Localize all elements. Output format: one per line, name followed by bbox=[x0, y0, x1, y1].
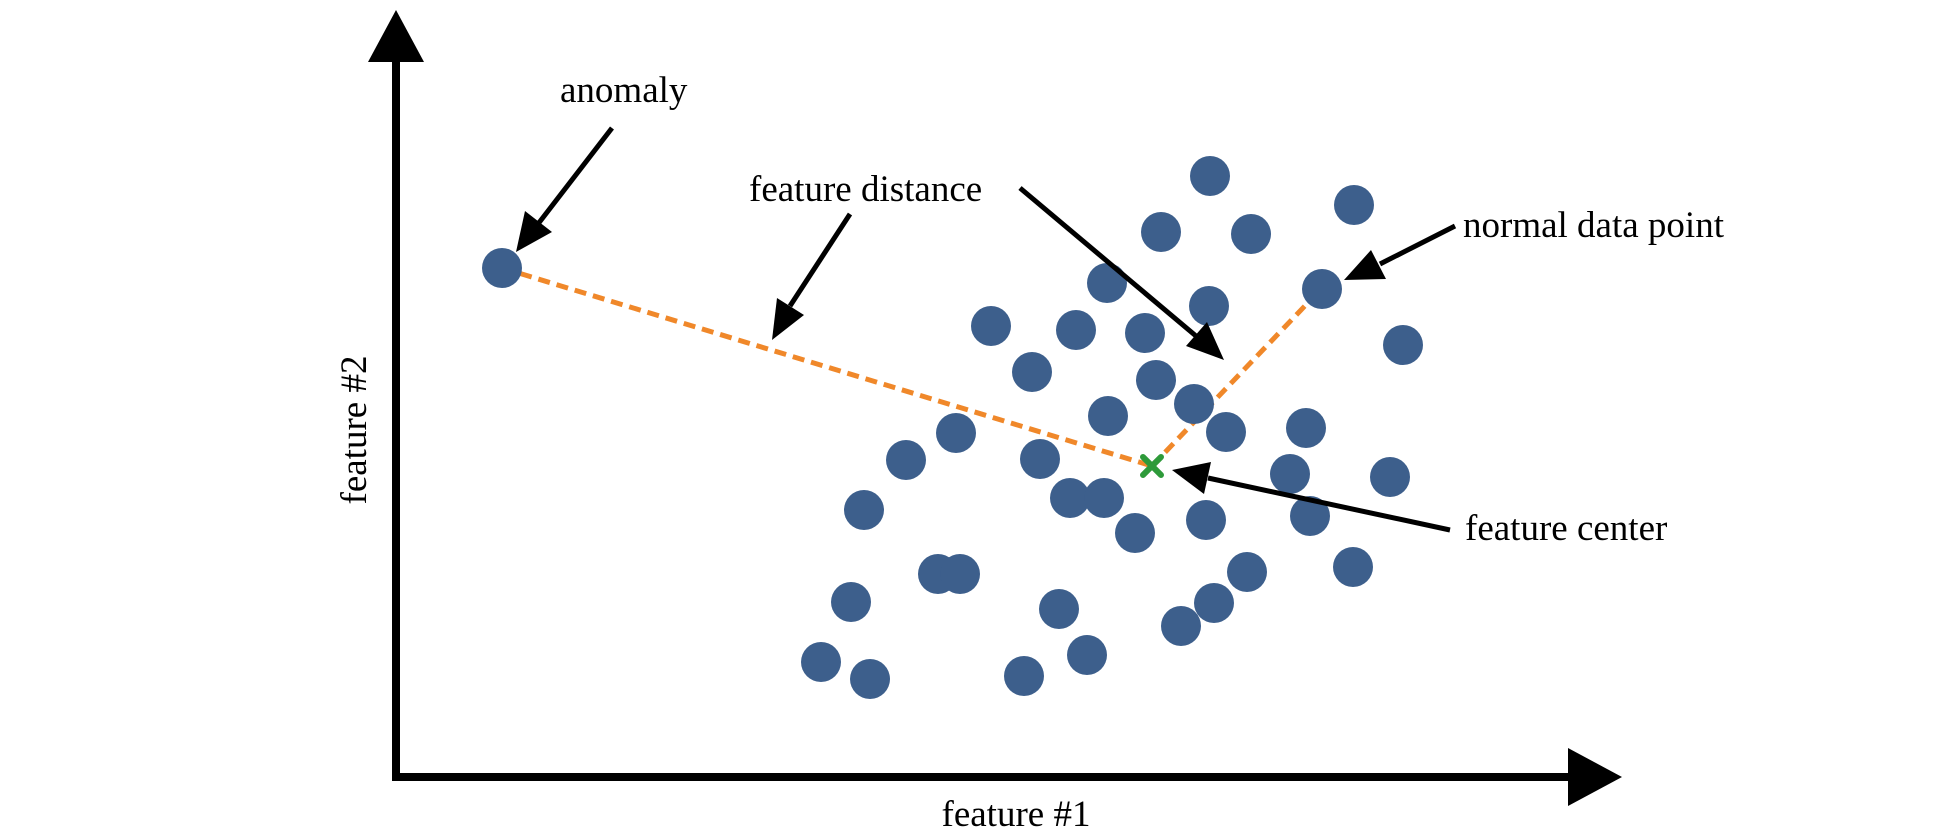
data-point bbox=[1270, 454, 1310, 494]
x-axis-label: feature #1 bbox=[942, 794, 1091, 835]
feature-distance-arrow-right bbox=[1018, 186, 1224, 360]
data-point bbox=[940, 554, 980, 594]
data-point bbox=[1189, 286, 1229, 326]
normal-data-point-arrow bbox=[1344, 223, 1457, 280]
data-point bbox=[1227, 552, 1267, 592]
data-point bbox=[1231, 214, 1271, 254]
normal-distance-line bbox=[1150, 286, 1324, 468]
feature-center-arrow bbox=[1172, 462, 1451, 533]
data-point bbox=[1174, 384, 1214, 424]
anomaly-label: anomaly bbox=[560, 70, 688, 111]
data-point bbox=[1141, 212, 1181, 252]
data-point bbox=[1286, 408, 1326, 448]
feature-distance-label: feature distance bbox=[749, 169, 982, 210]
data-point bbox=[1190, 156, 1230, 196]
data-point bbox=[1186, 500, 1226, 540]
anomaly-arrow bbox=[516, 126, 614, 252]
data-point bbox=[936, 413, 976, 453]
data-point bbox=[1383, 325, 1423, 365]
anomaly-distance-line bbox=[501, 265, 1153, 469]
data-point bbox=[1115, 513, 1155, 553]
data-point bbox=[1088, 396, 1128, 436]
data-point bbox=[801, 642, 841, 682]
annotation-arrows bbox=[516, 126, 1457, 533]
data-point bbox=[1334, 185, 1374, 225]
data-point bbox=[1125, 313, 1165, 353]
normal-data-point-label: normal data point bbox=[1463, 205, 1725, 246]
data-point bbox=[1136, 360, 1176, 400]
data-point bbox=[1290, 496, 1330, 536]
feature-center-label: feature center bbox=[1465, 508, 1667, 549]
data-point bbox=[1020, 439, 1060, 479]
data-point bbox=[831, 582, 871, 622]
data-point bbox=[1067, 635, 1107, 675]
feature-center-marker bbox=[1140, 454, 1164, 478]
data-point bbox=[1050, 478, 1090, 518]
data-point bbox=[1004, 656, 1044, 696]
axes bbox=[368, 10, 1622, 806]
data-point bbox=[1056, 310, 1096, 350]
data-point bbox=[1194, 583, 1234, 623]
x-axis-arrowhead bbox=[1568, 748, 1622, 806]
data-points bbox=[482, 156, 1423, 699]
data-point bbox=[844, 490, 884, 530]
data-point bbox=[1370, 457, 1410, 497]
data-point bbox=[1302, 269, 1342, 309]
y-axis-label: feature #2 bbox=[334, 356, 375, 505]
feature-distance-arrow-left bbox=[772, 212, 853, 340]
data-point bbox=[1012, 352, 1052, 392]
data-point bbox=[1206, 412, 1246, 452]
anomaly-point bbox=[482, 248, 522, 288]
data-point bbox=[850, 659, 890, 699]
data-point bbox=[1087, 263, 1127, 303]
data-point bbox=[1084, 478, 1124, 518]
data-point bbox=[1161, 606, 1201, 646]
data-point bbox=[1333, 547, 1373, 587]
data-point bbox=[971, 306, 1011, 346]
data-point bbox=[1039, 589, 1079, 629]
data-point bbox=[886, 440, 926, 480]
y-axis-arrowhead bbox=[368, 10, 424, 62]
distance-lines bbox=[501, 265, 1324, 469]
